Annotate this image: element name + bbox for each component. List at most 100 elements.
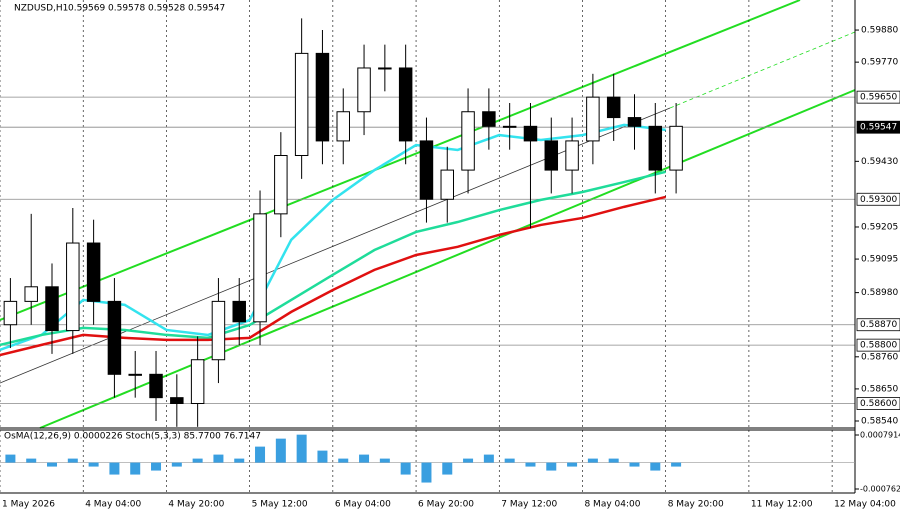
- osma-bar: [151, 462, 162, 471]
- y-tick-label: 0.58980: [861, 288, 898, 298]
- y-tick-label: 0.58760: [861, 352, 898, 362]
- level-box: [856, 397, 900, 410]
- level-box: [856, 192, 900, 206]
- candle-body: [378, 67, 392, 70]
- candle-body: [482, 111, 496, 127]
- y-tick-label: 0.59095: [861, 255, 898, 265]
- osma-bar: [379, 458, 390, 463]
- candle-body: [398, 67, 413, 142]
- osma-bar: [421, 462, 432, 483]
- x-tick-label: 4 May 04:00: [85, 500, 141, 510]
- header-value: 0.59547: [188, 4, 225, 14]
- osma-bar: [338, 458, 349, 463]
- x-tick-label: 5 May 12:00: [252, 500, 308, 510]
- candle-body: [627, 117, 642, 127]
- osma-bar: [629, 462, 640, 467]
- candle-body: [86, 242, 101, 302]
- candle-body: [66, 242, 80, 332]
- x-tick-label: 11 May 12:00: [751, 500, 813, 510]
- osma-bar: [275, 438, 286, 463]
- candle-body: [274, 155, 288, 215]
- indicator-tick-label: -0.000762: [860, 485, 900, 494]
- channel-extension: [669, 31, 856, 109]
- candle-body: [170, 397, 184, 404]
- osma-bar: [546, 462, 557, 471]
- y-tick-label: 0.59205: [861, 222, 898, 232]
- y-tick-label: 0.59880: [861, 26, 898, 36]
- chart-title: NZDUSD,H1: [14, 4, 68, 14]
- osma-bar: [192, 458, 203, 463]
- candle-body: [461, 111, 475, 171]
- level-label: 0.58800: [860, 341, 897, 351]
- candle-body: [440, 169, 455, 200]
- candle-body: [419, 140, 434, 200]
- level-label: 0.58870: [860, 320, 897, 330]
- candle-body: [24, 286, 38, 302]
- osma-bar: [504, 458, 515, 463]
- candle-body: [357, 67, 371, 113]
- y-tick-label: 0.58540: [861, 416, 898, 426]
- channel-lower: [39, 89, 856, 429]
- osma-bar: [213, 454, 224, 463]
- osma-bar: [109, 462, 120, 475]
- osma-bar: [296, 434, 307, 463]
- level-label: 0.59547: [860, 123, 897, 133]
- level-label: 0.59650: [860, 93, 897, 103]
- x-tick-label: 12 May 04:00: [834, 500, 896, 510]
- candle-body: [149, 373, 163, 399]
- osma-bar: [88, 462, 99, 467]
- osma-bar: [359, 454, 370, 463]
- candle-body: [544, 140, 559, 171]
- osma-bar: [525, 462, 536, 467]
- candle-body: [294, 52, 309, 157]
- candle-body: [211, 300, 226, 361]
- osma-bar: [255, 446, 266, 463]
- candle-body: [565, 140, 579, 171]
- osma-bar: [483, 454, 494, 463]
- candle-body: [232, 300, 246, 323]
- osma-bar: [442, 462, 453, 475]
- header-value: 0.59528: [148, 4, 185, 14]
- candle-body: [606, 96, 621, 119]
- osma-bar: [317, 450, 328, 463]
- channel-upper: [0, 0, 801, 321]
- candle-body: [253, 213, 267, 323]
- osma-bar: [608, 458, 619, 463]
- osma-bar: [5, 454, 16, 463]
- osma-bar: [26, 458, 37, 463]
- osma-bar: [171, 462, 182, 467]
- osma-bar: [650, 462, 661, 471]
- candle-body: [107, 300, 122, 375]
- candle-body: [128, 373, 142, 376]
- candle-body: [336, 111, 350, 142]
- osma-bar: [567, 462, 578, 467]
- candle-body: [502, 125, 517, 128]
- candle-body: [45, 286, 59, 332]
- candle-body: [523, 125, 538, 142]
- x-tick-label: 7 May 12:00: [501, 500, 557, 510]
- level-box: [856, 120, 900, 134]
- y-tick-label: 0.58650: [861, 384, 898, 394]
- candle-body: [669, 125, 683, 171]
- x-tick-label: 6 May 20:00: [418, 500, 474, 510]
- header-value: 0.59578: [108, 4, 145, 14]
- x-tick-label: 8 May 04:00: [584, 500, 640, 510]
- indicator-label: OsMA(12,26,9) 0.0000226 Stoch(5,3,3) 85.…: [4, 432, 261, 442]
- level-box: [856, 338, 900, 352]
- osma-bar: [47, 462, 58, 467]
- osma-bar: [130, 462, 141, 475]
- candle-body: [648, 125, 663, 171]
- osma-bar: [67, 458, 78, 463]
- osma-bar: [234, 458, 245, 463]
- y-tick-label: 0.59430: [861, 157, 898, 167]
- level-label: 0.59300: [860, 195, 897, 205]
- level-box: [856, 90, 900, 104]
- candle-body: [315, 52, 330, 142]
- level-label: 0.58600: [860, 399, 897, 409]
- osma-bar: [400, 462, 411, 475]
- candle-body: [586, 96, 600, 142]
- indicator-tick-label: 0.0007914: [860, 431, 900, 440]
- header-value: 0.59569: [68, 4, 105, 14]
- y-tick-label: 0.59770: [861, 58, 898, 68]
